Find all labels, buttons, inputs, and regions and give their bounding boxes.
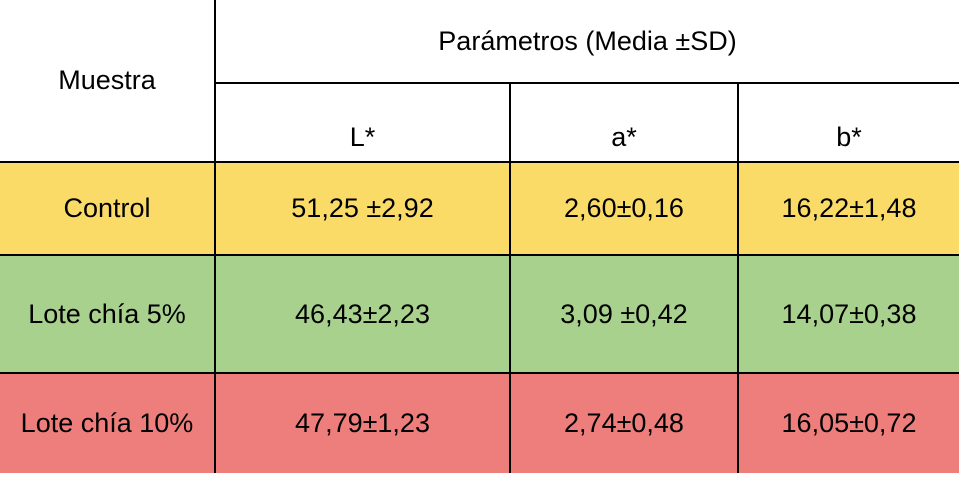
- cell: 2,60±0,16: [509, 161, 739, 256]
- header-row: L* a* b*: [0, 82, 959, 163]
- header-cell: b*: [736, 82, 959, 163]
- header-cell: Muestra: [0, 0, 216, 163]
- cell: 16,22±1,48: [736, 161, 959, 256]
- header-cell: Parámetros (Media ±SD): [213, 0, 959, 84]
- cell: 51,25 ±2,92: [214, 161, 511, 256]
- data-row: Lote chía 10% 47,79±1,23 2,74±0,48 16,05…: [0, 372, 959, 473]
- data-row: Control 51,25 ±2,92 2,60±0,16 16,22±1,48: [0, 161, 959, 256]
- cell: 46,43±2,23: [214, 254, 511, 374]
- cell: Lote chía 10%: [0, 372, 216, 473]
- cell: Control: [0, 161, 216, 256]
- cell: 47,79±1,23: [214, 372, 511, 473]
- cell: 3,09 ±0,42: [509, 254, 739, 374]
- cell: Lote chía 5%: [0, 254, 216, 374]
- header-row: Muestra Parámetros (Media ±SD): [0, 0, 959, 163]
- data-row: Lote chía 5% 46,43±2,23 3,09 ±0,42 14,07…: [0, 254, 959, 374]
- cell: 16,05±0,72: [736, 372, 959, 473]
- header-cell: a*: [509, 82, 739, 163]
- cell: 14,07±0,38: [736, 254, 959, 374]
- cell: 2,74±0,48: [509, 372, 739, 473]
- header-cell: L*: [214, 82, 511, 163]
